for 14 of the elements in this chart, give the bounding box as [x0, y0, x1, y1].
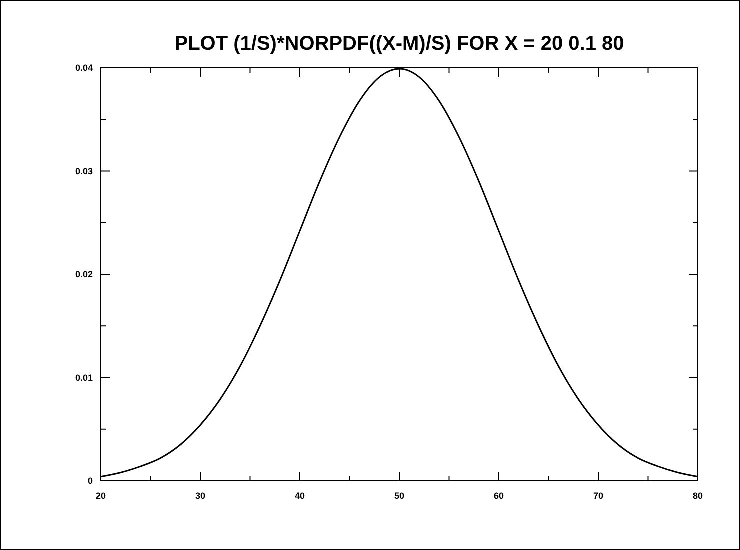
x-tick-label: 60 [494, 491, 504, 501]
y-tick-label: 0.03 [75, 166, 93, 176]
y-tick-label: 0.04 [75, 63, 93, 73]
x-tick-label: 70 [593, 491, 604, 501]
y-tick-label: 0.02 [75, 270, 93, 280]
x-tick-label: 20 [96, 491, 106, 501]
x-tick-label: 50 [394, 491, 405, 501]
chart-title: PLOT (1/S)*NORPDF((X-M)/S) FOR X = 20 0.1 80 [174, 33, 624, 55]
y-tick-label: 0.01 [75, 372, 93, 383]
x-tick-label: 40 [294, 491, 306, 501]
x-tick-label: 80 [692, 491, 704, 501]
line-series [100, 68, 699, 478]
x-tick-label: 30 [195, 491, 206, 501]
y-tick-label: 0 [88, 476, 93, 486]
